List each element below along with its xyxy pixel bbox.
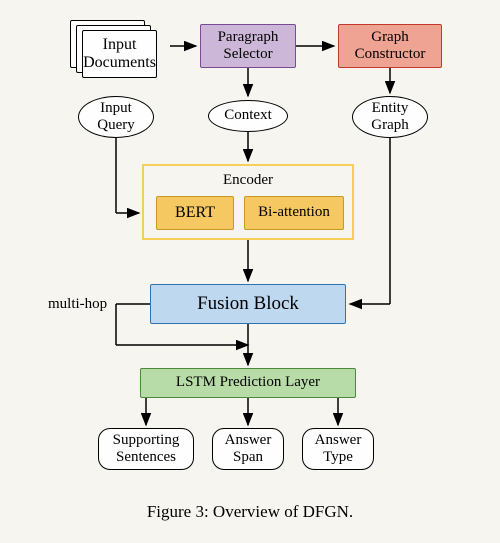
fusion-block-label: Fusion Block: [197, 293, 299, 315]
lstm-label: LSTM Prediction Layer: [176, 374, 320, 391]
encoder-label: Encoder: [144, 172, 352, 189]
node-entity-graph: Entity Graph: [352, 96, 428, 138]
answer-type-label: Answer Type: [315, 432, 362, 467]
input-query-label: Input Query: [97, 100, 135, 135]
node-bert: BERT: [156, 196, 234, 230]
node-fusion-block: Fusion Block: [150, 284, 346, 324]
node-answer-span: Answer Span: [212, 428, 284, 470]
node-lstm: LSTM Prediction Layer: [140, 368, 356, 398]
context-label: Context: [224, 107, 272, 124]
multi-hop-label: multi-hop: [48, 296, 107, 313]
node-graph-constructor: Graph Constructor: [338, 24, 442, 68]
node-biattention: Bi-attention: [244, 196, 344, 230]
node-input-query: Input Query: [78, 96, 154, 138]
node-supporting-sentences: Supporting Sentences: [98, 428, 194, 470]
input-documents-label: Input Documents: [83, 36, 156, 72]
figure-caption: Figure 3: Overview of DFGN.: [0, 502, 500, 522]
answer-span-label: Answer Span: [225, 432, 272, 467]
node-paragraph-selector: Paragraph Selector: [200, 24, 296, 68]
paragraph-selector-label: Paragraph Selector: [218, 29, 279, 64]
node-answer-type: Answer Type: [302, 428, 374, 470]
supporting-label: Supporting Sentences: [113, 432, 180, 467]
entity-graph-label: Entity Graph: [371, 100, 409, 135]
graph-constructor-label: Graph Constructor: [355, 29, 426, 64]
node-context: Context: [208, 100, 288, 132]
bert-label: BERT: [175, 204, 215, 222]
biattention-label: Bi-attention: [258, 204, 330, 221]
